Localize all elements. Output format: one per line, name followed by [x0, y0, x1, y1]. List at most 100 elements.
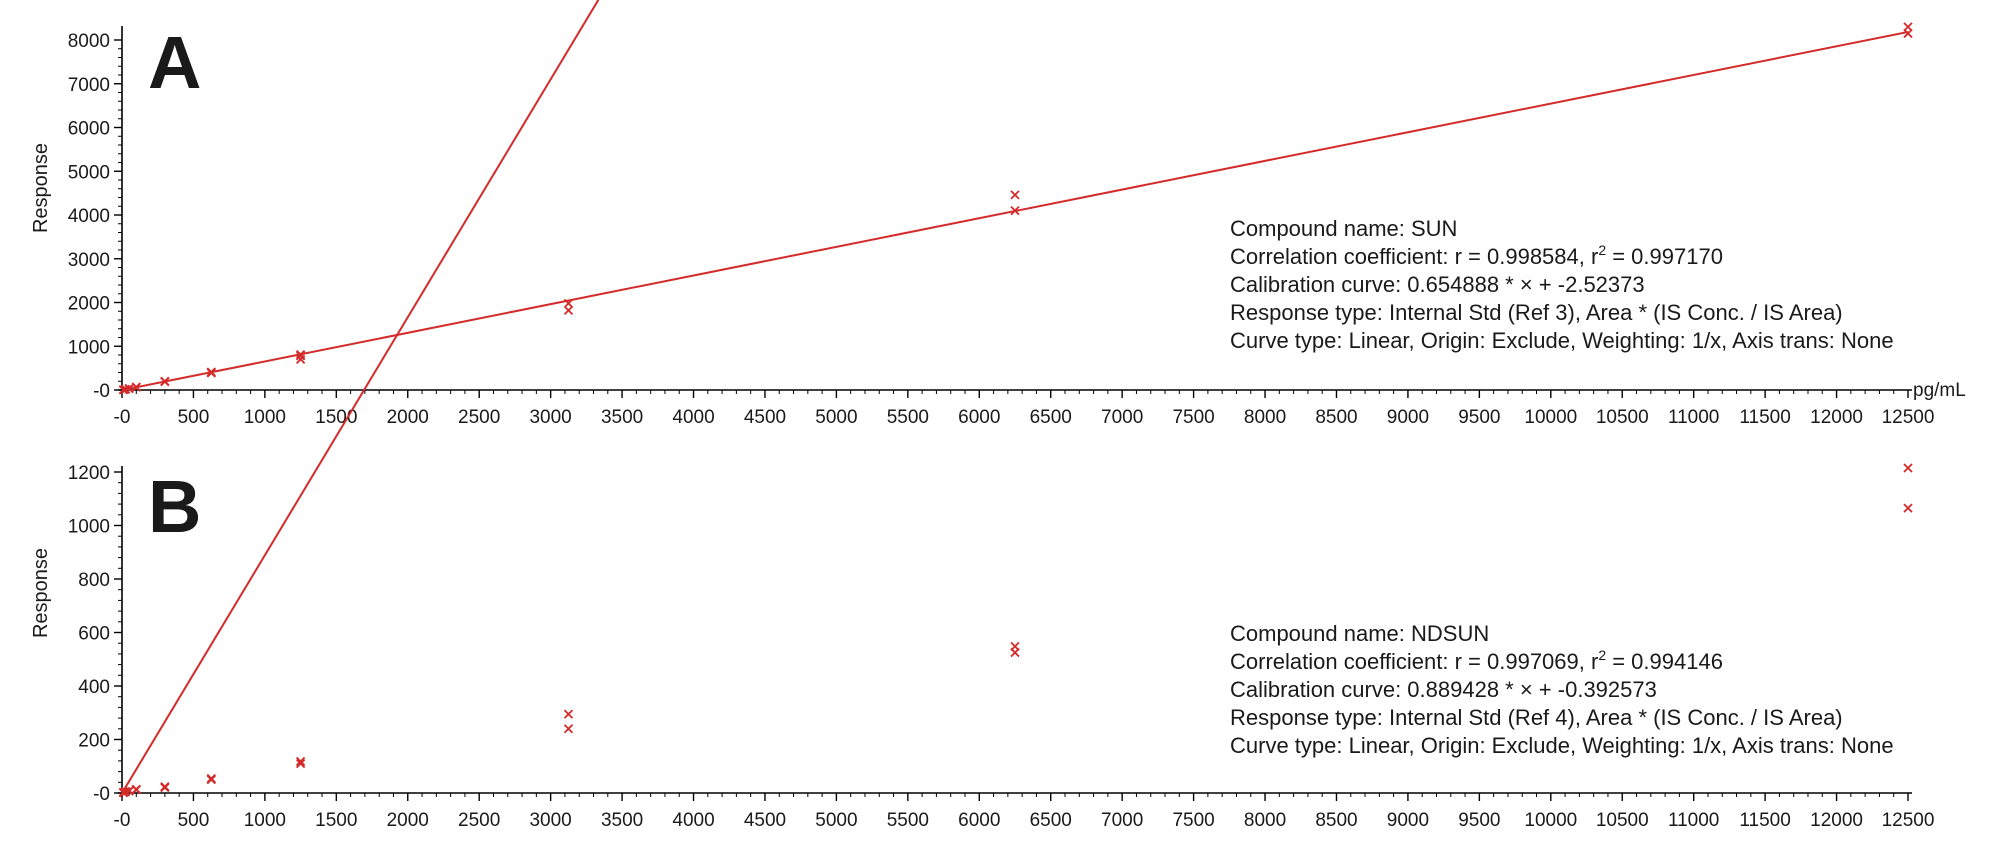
- x-tick-label: 1500: [315, 810, 357, 831]
- y-tick-label: 5000: [68, 162, 110, 183]
- data-point: [1903, 503, 1913, 513]
- x-tick-label: 8000: [1244, 810, 1286, 831]
- y-tick-label: 2000: [68, 294, 110, 315]
- chart-panel-a: -0 1000 2000 3000 4000 5000 6000 7000 8000 -0 500 1…: [30, 21, 1966, 428]
- data-point: [295, 758, 306, 769]
- x-tick-label: 8500: [1315, 810, 1357, 831]
- x-tick-label: 3500: [601, 407, 643, 428]
- y-tick-label: -0: [93, 784, 110, 805]
- calibration-curve-text: Calibration curve: 0.889428 * × + -0.392…: [1230, 677, 1657, 702]
- calibration-curve-text: Calibration curve: 0.654888 * × + -2.523…: [1230, 272, 1645, 297]
- x-axis-unit-label: pg/mL: [1913, 380, 1966, 401]
- curve-type-text: Curve type: Linear, Origin: Exclude, Wei…: [1230, 733, 1894, 758]
- data-point: [295, 756, 306, 767]
- data-point: [1010, 641, 1020, 652]
- x-tick-label: 5500: [887, 407, 929, 428]
- curve-type-text: Curve type: Linear, Origin: Exclude, Wei…: [1230, 328, 1894, 353]
- data-point: [206, 773, 216, 784]
- x-tick-label: 6000: [958, 810, 1000, 831]
- x-tick-label: 5000: [815, 407, 857, 428]
- y-tick-label: 600: [78, 624, 110, 645]
- y-tick-label: -0: [93, 381, 110, 402]
- x-tick-label: 500: [178, 407, 210, 428]
- y-tick-label: 3000: [68, 250, 110, 271]
- x-tick-label: 7000: [1101, 407, 1143, 428]
- data-point: [563, 305, 574, 316]
- x-tick-label: 1000: [244, 810, 286, 831]
- response-type-text: Response type: Internal Std (Ref 4), Are…: [1230, 705, 1843, 730]
- x-tick-label: 9000: [1387, 407, 1429, 428]
- x-tick-label: 6500: [1030, 407, 1072, 428]
- x-tick-label: 1000: [244, 407, 286, 428]
- x-tick-label: 7000: [1101, 810, 1143, 831]
- y-axis-title: Response: [30, 548, 52, 638]
- data-point: [563, 709, 574, 719]
- chart-panel-b: -0 200 400 600 800 1000 1200 -0 500 1000 1500 2000 2…: [30, 0, 1934, 831]
- x-tick-label: 12000: [1810, 810, 1863, 831]
- x-tick-label: -0: [114, 810, 131, 831]
- x-tick-label: 3000: [529, 407, 571, 428]
- y-tick-label: 400: [78, 677, 110, 698]
- x-tick-label: 2000: [387, 810, 429, 831]
- x-tick-label: 9000: [1387, 810, 1429, 831]
- data-point: [160, 781, 170, 792]
- data-point: [563, 298, 574, 309]
- x-tick-label: 11000: [1668, 810, 1719, 831]
- x-tick-label: 4500: [744, 810, 786, 831]
- x-tick-label: 12000: [1810, 407, 1863, 428]
- data-point: [295, 349, 306, 360]
- correlation-text: Correlation coefficient: r = 0.997069, r…: [1230, 647, 1723, 674]
- y-tick-label: 4000: [68, 206, 110, 227]
- x-tick-label: 2000: [387, 407, 429, 428]
- x-tick-label: 10500: [1596, 407, 1649, 428]
- data-point: [295, 351, 306, 361]
- x-tick-label: 10000: [1524, 810, 1577, 831]
- panel-label: A: [148, 21, 201, 104]
- x-tick-label: 11000: [1668, 407, 1719, 428]
- x-tick-label: 12500: [1882, 407, 1935, 428]
- x-tick-label: 500: [178, 810, 210, 831]
- y-tick-label: 1200: [68, 463, 110, 484]
- y-tick-label: 800: [78, 570, 110, 591]
- x-tick-label: 11500: [1739, 407, 1790, 428]
- x-tick-label: 5000: [815, 810, 857, 831]
- data-point: [131, 784, 141, 794]
- x-tick-label: 5500: [887, 810, 929, 831]
- x-tick-label: 8500: [1315, 407, 1357, 428]
- x-tick-label: 8000: [1244, 407, 1286, 428]
- x-tick-label: 9500: [1458, 810, 1500, 831]
- x-tick-label: 4000: [672, 810, 714, 831]
- data-point: [563, 724, 574, 734]
- x-tick-label: 3000: [529, 810, 571, 831]
- x-tick-label: 6500: [1030, 810, 1072, 831]
- x-tick-label: 1500: [315, 407, 357, 428]
- x-tick-label: 7500: [1172, 407, 1214, 428]
- x-tick-label: 9500: [1458, 407, 1500, 428]
- compound-name-text: Compound name: NDSUN: [1230, 621, 1489, 646]
- x-tick-label: 11500: [1739, 810, 1790, 831]
- data-point: [131, 382, 141, 392]
- x-tick-label: 6000: [958, 407, 1000, 428]
- x-tick-label: 10500: [1596, 810, 1649, 831]
- x-tick-label: 12500: [1882, 810, 1935, 831]
- y-tick-label: 1000: [68, 517, 110, 538]
- x-tick-label: 4000: [672, 407, 714, 428]
- calibration-fit-line: [121, 0, 600, 794]
- x-tick-label: 10000: [1524, 407, 1577, 428]
- x-tick-label: -0: [114, 407, 131, 428]
- data-point: [1010, 190, 1020, 200]
- compound-name-text: Compound name: SUN: [1230, 216, 1457, 241]
- panel-label: B: [148, 465, 201, 548]
- y-tick-label: 200: [78, 731, 110, 752]
- x-tick-label: 2500: [458, 407, 500, 428]
- data-point: [124, 383, 134, 394]
- y-tick-label: 1000: [68, 337, 110, 358]
- x-tick-label: 3500: [601, 810, 643, 831]
- y-tick-label: 8000: [68, 31, 110, 52]
- data-point: [160, 376, 170, 386]
- response-type-text: Response type: Internal Std (Ref 3), Are…: [1230, 300, 1843, 325]
- data-point: [1010, 205, 1020, 216]
- y-tick-label: 6000: [68, 119, 110, 140]
- x-tick-label: 7500: [1172, 810, 1214, 831]
